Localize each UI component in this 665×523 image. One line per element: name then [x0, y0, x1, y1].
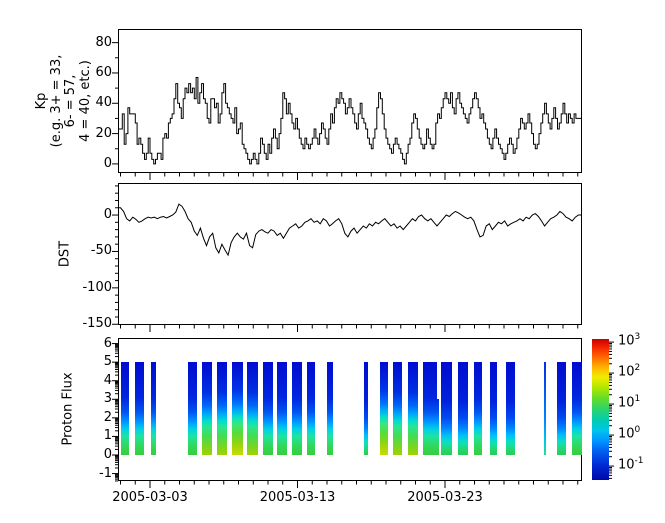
x-date-label: 2005-03-03	[112, 490, 188, 505]
proton-flux-panel-ytick-label: 0	[103, 447, 112, 462]
proton-flux-panel-ytick-label: 6	[103, 335, 112, 351]
proton-flux-bar	[543, 362, 546, 455]
proton-flux-panel-ytick-label: 1	[103, 428, 112, 444]
colorbar-tick-label: 102	[618, 363, 640, 379]
proton-flux-bar	[440, 362, 452, 455]
colorbar-label-exponent: 2	[634, 363, 641, 374]
proton-flux-bar	[246, 362, 258, 455]
dst-panel-ytick-label: 0	[103, 207, 112, 223]
proton-flux-bar	[326, 362, 334, 455]
dst-panel-ytick-label: -50	[90, 243, 112, 259]
proton-flux-bar	[134, 362, 144, 455]
kp-panel-ytick-label: 20	[95, 125, 112, 141]
colorbar-label-exponent: 1	[634, 394, 641, 405]
colorbar-tick-label: 103	[618, 332, 640, 348]
dst-panel-ytick-label: -150	[82, 316, 112, 332]
proton-flux-bar	[489, 362, 497, 455]
proton-flux-bar	[201, 362, 212, 455]
kp-series-line	[118, 77, 582, 165]
colorbar-label-base: 10	[618, 395, 635, 411]
proton-flux-bar	[232, 362, 243, 455]
colorbar-label-base: 10	[618, 333, 635, 349]
proton-flux-bar	[364, 362, 368, 455]
dst-panel-frame	[118, 183, 582, 325]
proton-flux-bar	[422, 362, 439, 455]
colorbar-label-exponent: -1	[634, 456, 644, 467]
proton-flux-bar	[292, 362, 303, 455]
proton-flux-bar	[188, 362, 198, 455]
proton-flux-bar	[458, 362, 468, 455]
proton-flux-bar	[263, 362, 274, 455]
colorbar-tick-label: 10-1	[618, 456, 644, 472]
proton-flux-panel-ytick-label: 2	[103, 409, 112, 425]
dst-panel-ytick-label: -100	[82, 279, 112, 295]
colorbar-label-exponent: 3	[634, 332, 641, 343]
kp-panel-ytick-label: 0	[103, 155, 112, 171]
kp-panel-ytick-label: 40	[95, 95, 112, 111]
kp-panel-frame	[118, 29, 582, 173]
kp-axis-title-line1: Kp	[33, 92, 49, 110]
colorbar-label-base: 10	[618, 457, 635, 473]
kp-panel-ytick-label: 60	[95, 64, 112, 80]
proton-flux-bar	[277, 362, 287, 455]
proton-flux-panel-ytick-label: 4	[103, 372, 112, 388]
proton-flux-bar	[306, 362, 315, 455]
proton-flux-bar	[473, 362, 482, 455]
colorbar-label-base: 10	[618, 364, 635, 380]
kp-panel-ytick-label: 80	[95, 34, 112, 50]
proton-flux-bar	[380, 362, 388, 455]
dst-series-line	[118, 203, 582, 257]
colorbar	[592, 339, 609, 480]
proton-flux-panel-ytick-label: 5	[103, 354, 112, 370]
proton-flux-data-gap	[437, 362, 441, 400]
proton-flux-bar	[393, 362, 402, 455]
colorbar-label-base: 10	[618, 426, 635, 442]
proton-flux-bar	[150, 362, 156, 455]
proton-flux-bar	[571, 362, 582, 455]
proton-flux-panel-ytick-label: -1	[99, 465, 112, 481]
x-date-label: 2005-03-13	[259, 490, 336, 505]
proton-flux-bar	[121, 362, 129, 455]
x-date-label: 2005-03-23	[407, 490, 483, 505]
colorbar-label-exponent: 0	[634, 425, 641, 436]
proton-flux-bar	[556, 362, 566, 455]
proton-flux-bar	[505, 362, 515, 455]
proton-flux-panel-ytick-label: 3	[103, 391, 112, 407]
proton-flux-bar	[408, 362, 419, 455]
proton-flux-bar	[217, 362, 227, 455]
colorbar-tick-label: 101	[618, 394, 640, 410]
colorbar-tick-label: 100	[618, 425, 640, 441]
